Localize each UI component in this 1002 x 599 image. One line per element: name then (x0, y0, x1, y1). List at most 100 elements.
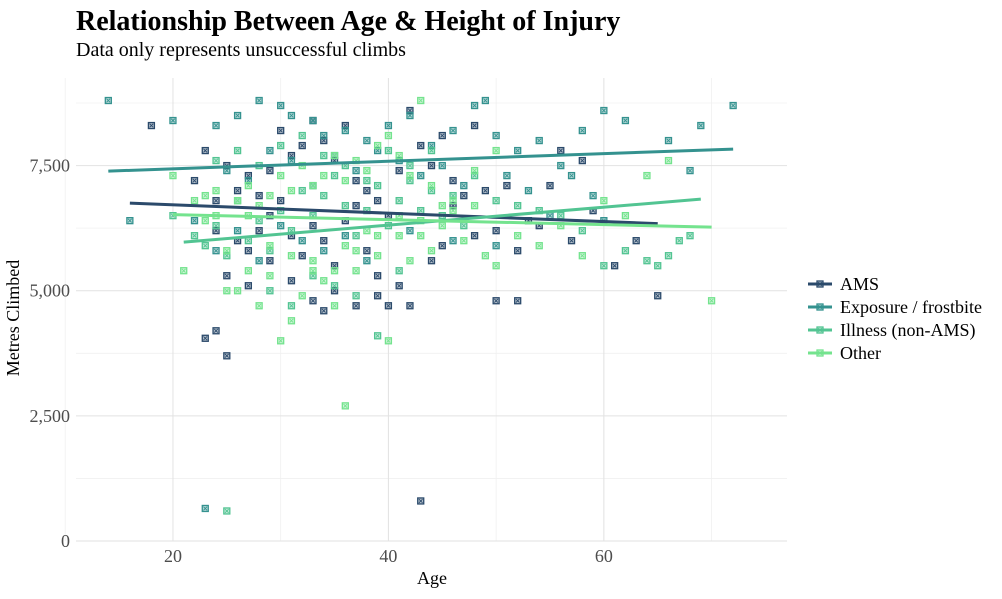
data-point-exposure-frostbite (492, 242, 500, 250)
data-point-exposure-frostbite (341, 126, 349, 135)
data-point-other (287, 317, 296, 325)
point-cross (213, 228, 219, 233)
legend-key-marker (816, 303, 824, 311)
point-cross (515, 148, 520, 153)
point-cross (289, 318, 294, 323)
data-point-ams (244, 171, 253, 180)
point-cross (203, 193, 208, 198)
data-point-exposure-frostbite (557, 161, 565, 170)
point-cross (300, 253, 305, 258)
point-cross (386, 148, 391, 153)
point-cross (666, 138, 671, 143)
point-cross (407, 303, 413, 308)
point-cross (418, 498, 423, 504)
data-point-other (395, 151, 403, 160)
legend-label: Other (840, 343, 881, 363)
legend-label: Exposure / frostbite (840, 297, 982, 317)
data-point-exposure-frostbite (255, 257, 263, 265)
point-cross (246, 178, 251, 183)
point-cross (192, 178, 197, 183)
data-point-ams (277, 196, 285, 205)
point-cross (203, 148, 208, 153)
data-point-illness-non-ams (277, 141, 285, 150)
point-cross (580, 228, 585, 233)
legend-item-illness-non-ams: Illness (non-AMS) (808, 320, 976, 341)
point-cross (170, 118, 176, 123)
point-cross (310, 273, 316, 278)
point-cross (397, 153, 402, 158)
point-cross (235, 198, 240, 203)
data-point-illness-non-ams (557, 211, 565, 220)
point-cross (267, 243, 273, 248)
data-point-illness-non-ams (427, 186, 436, 195)
data-point-exposure-frostbite (535, 136, 543, 145)
data-point-exposure-frostbite (503, 171, 511, 180)
point-cross (213, 188, 219, 193)
data-point-other (190, 196, 199, 205)
data-point-other (395, 232, 403, 240)
legend-key-marker (816, 280, 824, 288)
data-point-ams (320, 237, 328, 245)
point-cross (353, 178, 359, 183)
point-cross (677, 238, 682, 243)
data-point-ams (298, 252, 306, 260)
point-cross (644, 258, 650, 263)
axes: 20 40 60 0 2,500 5,000 7,500 (30, 156, 613, 566)
point-cross (558, 213, 563, 218)
point-cross (817, 281, 823, 287)
data-point-illness-non-ams (298, 186, 306, 195)
point-cross (353, 203, 359, 208)
data-point-other (384, 131, 393, 140)
point-cross (429, 148, 434, 153)
point-cross (224, 288, 229, 293)
point-cross (364, 168, 369, 173)
data-point-ams (417, 497, 425, 505)
point-cross (515, 298, 520, 303)
point-cross (494, 228, 499, 233)
point-cross (257, 258, 262, 263)
data-point-ams (427, 161, 436, 170)
data-point-other (373, 232, 382, 240)
data-point-ams (373, 272, 382, 280)
point-cross (257, 193, 262, 198)
data-point-ams (212, 327, 220, 335)
x-axis-label: Age (417, 568, 447, 588)
point-cross (332, 303, 337, 308)
data-point-exposure-frostbite (169, 116, 177, 125)
data-point-illness-non-ams (352, 232, 360, 240)
point-cross (321, 153, 326, 158)
data-point-ams (449, 201, 457, 210)
point-cross (257, 303, 262, 308)
point-cross (375, 143, 380, 148)
point-cross (289, 303, 294, 308)
data-point-other (201, 217, 209, 225)
data-point-illness-non-ams (395, 196, 403, 205)
data-point-other (212, 186, 220, 195)
data-point-ams (244, 247, 253, 255)
trend-line-ams (129, 201, 658, 226)
data-point-illness-non-ams (664, 252, 673, 260)
point-cross (440, 223, 445, 228)
legend-item-other: Other (808, 343, 881, 363)
point-cross (332, 283, 337, 288)
point-cross (407, 178, 413, 183)
point-cross (353, 233, 359, 238)
data-point-illness-non-ams (212, 222, 220, 230)
data-point-other (384, 337, 393, 345)
y-tick-label: 2,500 (30, 406, 71, 426)
data-point-ams (255, 191, 263, 200)
data-point-other (244, 181, 253, 190)
data-point-illness-non-ams (686, 232, 694, 240)
data-point-exposure-frostbite (686, 166, 694, 175)
point-cross (106, 98, 111, 103)
data-point-exposure-frostbite (621, 116, 630, 125)
legend-key-marker (816, 326, 824, 334)
data-point-ams (352, 302, 360, 310)
data-point-exposure-frostbite (104, 96, 112, 105)
data-point-other (223, 287, 231, 295)
point-cross (257, 218, 262, 223)
point-cross (267, 248, 273, 253)
point-cross (246, 283, 251, 288)
chart-subtitle: Data only represents unsuccessful climbs (76, 39, 406, 61)
point-cross (321, 278, 326, 283)
